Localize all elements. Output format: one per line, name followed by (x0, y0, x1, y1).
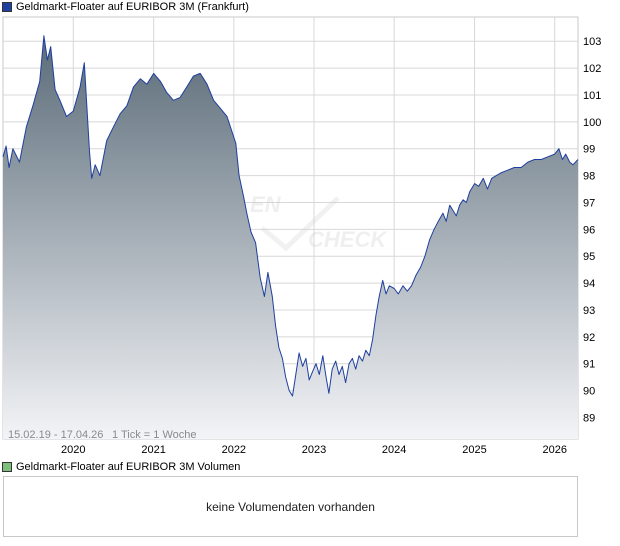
price-area-fill (3, 35, 578, 440)
price-legend-label: Geldmarkt-Floater auf EURIBOR 3M (Frankf… (16, 1, 249, 13)
watermark-brand-left: EN (250, 192, 282, 217)
y-tick-label: 92 (583, 332, 595, 344)
x-tick-label: 2025 (462, 444, 486, 456)
watermark: EN CHECK (250, 192, 388, 252)
date-range-label: 15.02.19 - 17.04.26 (8, 429, 103, 441)
no-volume-message: keine Volumendaten vorhanden (206, 499, 375, 514)
x-tick-label: 2023 (302, 444, 326, 456)
volume-panel: keine Volumendaten vorhanden (3, 476, 578, 537)
watermark-brand-right: CHECK (308, 227, 388, 252)
x-axis-labels: 2020 2021 2022 2023 2024 2025 2026 (61, 444, 567, 456)
volume-legend: Geldmarkt-Floater auf EURIBOR 3M Volumen (2, 460, 240, 474)
price-legend-swatch (2, 2, 12, 12)
volume-legend-swatch (2, 462, 12, 472)
y-tick-label: 95 (583, 251, 595, 263)
price-line (2, 35, 579, 397)
y-tick-label: 90 (583, 386, 595, 398)
x-tick-label: 2024 (382, 444, 406, 456)
y-tick-label: 99 (583, 144, 595, 156)
volume-legend-label: Geldmarkt-Floater auf EURIBOR 3M Volumen (16, 461, 241, 473)
y-tick-label: 96 (583, 224, 595, 236)
x-tick-label: 2026 (542, 444, 566, 456)
y-tick-label: 103 (583, 36, 601, 48)
tick-info-label: 1 Tick = 1 Woche (112, 429, 196, 441)
y-tick-label: 100 (583, 117, 601, 129)
y-tick-label: 91 (583, 359, 595, 371)
y-tick-label: 101 (583, 90, 601, 102)
watermark-check-mark (260, 196, 340, 252)
area-layer (2, 35, 579, 440)
x-tick-label: 2021 (141, 444, 165, 456)
y-tick-label: 93 (583, 305, 595, 317)
y-axis-labels: 89 90 91 92 93 94 95 96 97 98 99 100 101 102 103 (583, 36, 601, 424)
y-tick-label: 94 (583, 278, 595, 290)
y-tick-label: 89 (583, 412, 595, 424)
y-tick-label: 98 (583, 171, 595, 183)
x-tick-label: 2020 (61, 444, 85, 456)
y-tick-label: 97 (583, 197, 595, 209)
y-tick-label: 102 (583, 63, 601, 75)
x-tick-label: 2022 (222, 444, 246, 456)
price-legend: Geldmarkt-Floater auf EURIBOR 3M (Frankf… (2, 0, 249, 14)
price-chart: EN CHECK 89 90 91 92 93 94 95 96 97 98 99 100 101 102… (2, 16, 601, 456)
